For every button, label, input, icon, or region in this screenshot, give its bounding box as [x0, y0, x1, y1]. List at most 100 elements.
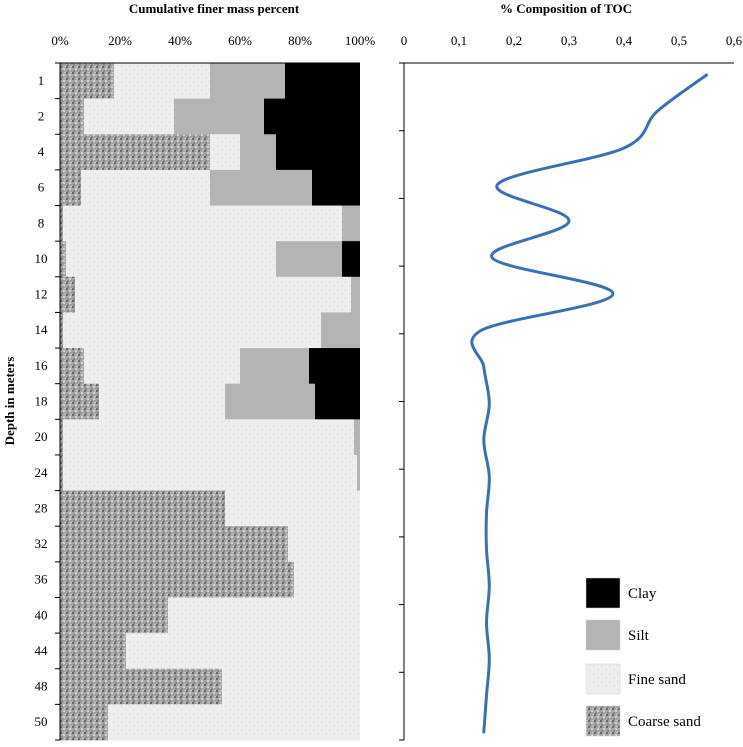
depth-tick-label: 28	[35, 500, 48, 515]
bar-coarse-depth-24	[60, 454, 63, 492]
bar-coarse-depth-8	[60, 205, 63, 242]
left-x-tick-label: 0%	[51, 33, 69, 48]
bar-fine-depth-10	[66, 241, 276, 278]
depth-tick-label: 2	[38, 108, 45, 123]
left-x-tick-label: 60%	[228, 33, 252, 48]
depth-tick-label: 14	[35, 322, 49, 337]
depth-tick-label: 4	[38, 144, 45, 159]
grain-size-chart: Cumulative finer mass percent 0% 20% 40% 60…	[2, 1, 375, 741]
bar-clay-depth-1	[285, 63, 360, 100]
bar-fine-depth-32	[288, 526, 360, 563]
right-x-tick-label: 0,1	[451, 33, 467, 48]
stacked-bars	[60, 63, 360, 741]
right-x-tick-label: 0,3	[561, 33, 577, 48]
bar-fine-depth-1	[114, 63, 210, 100]
bar-silt-depth-18	[225, 383, 315, 420]
bar-fine-depth-40	[168, 597, 360, 634]
bar-fine-depth-24	[63, 454, 357, 492]
legend-swatch-coarse	[585, 705, 621, 737]
bar-silt-depth-24	[357, 454, 360, 492]
bar-silt-depth-1	[210, 63, 285, 100]
bar-clay-depth-10	[342, 241, 360, 278]
depth-tick-label: 48	[35, 679, 48, 694]
bar-clay-depth-4	[276, 134, 360, 171]
legend: Clay Silt Fine sand Coarse sand	[585, 577, 701, 737]
legend-label-fine: Fine sand	[628, 672, 686, 688]
bar-silt-depth-16	[240, 348, 309, 385]
bar-fine-depth-2	[84, 98, 174, 135]
bar-silt-depth-10	[276, 241, 342, 278]
bar-coarse-depth-48	[60, 668, 222, 705]
bar-fine-depth-44	[126, 633, 360, 670]
toc-chart: % Composition of TOC 0 0,1 0,2 0,3 0,4 0,5 0,6	[399, 1, 743, 741]
depth-tick-label: 50	[35, 714, 48, 729]
legend-swatch-clay	[585, 577, 621, 609]
bar-silt-depth-8	[342, 205, 360, 242]
depth-tick-label: 36	[35, 572, 49, 587]
left-x-tick-label: 20%	[108, 33, 132, 48]
bar-coarse-depth-32	[60, 526, 288, 563]
bar-coarse-depth-16	[60, 348, 84, 385]
right-x-tick-label: 0	[401, 33, 408, 48]
bar-coarse-depth-6	[60, 169, 81, 207]
bar-clay-depth-6	[312, 169, 360, 207]
bar-coarse-depth-20	[60, 419, 63, 456]
right-x-tick-label: 0,4	[616, 33, 633, 48]
bar-fine-depth-50	[108, 704, 360, 741]
bar-coarse-depth-44	[60, 633, 126, 670]
depth-tick-label: 18	[35, 394, 48, 409]
depth-tick-label: 20	[35, 429, 48, 444]
depth-tick-label: 1	[38, 73, 45, 88]
bar-fine-depth-48	[222, 668, 360, 705]
bar-fine-depth-4	[210, 134, 240, 171]
bar-silt-depth-14	[321, 312, 360, 349]
left-chart-title: Cumulative finer mass percent	[129, 1, 300, 16]
depth-tick-label: 44	[35, 643, 49, 658]
legend-label-silt: Silt	[628, 628, 650, 644]
bar-coarse-depth-1	[60, 63, 114, 100]
bar-fine-depth-16	[84, 348, 240, 385]
bar-clay-depth-16	[309, 348, 360, 385]
depth-tick-label: 32	[35, 536, 48, 551]
left-x-tick-label: 80%	[288, 33, 312, 48]
legend-swatch-silt	[585, 619, 621, 651]
right-x-tick-label: 0,2	[506, 33, 522, 48]
right-chart-title: % Composition of TOC	[500, 1, 632, 16]
left-x-tick-label: 40%	[168, 33, 192, 48]
bar-fine-depth-6	[81, 169, 210, 207]
bar-fine-depth-20	[63, 419, 354, 456]
left-x-tick-labels: 0% 20% 40% 60% 80% 100%	[51, 33, 375, 48]
bar-silt-depth-4	[240, 134, 276, 171]
bar-fine-depth-36	[294, 561, 360, 598]
bar-silt-depth-20	[354, 419, 360, 456]
bar-fine-depth-12	[75, 276, 351, 313]
bar-silt-depth-6	[210, 169, 312, 207]
legend-swatch-fine	[585, 663, 621, 695]
bar-fine-depth-18	[99, 383, 225, 420]
depth-tick-label: 6	[38, 180, 45, 195]
bar-coarse-depth-10	[60, 241, 66, 278]
bar-silt-depth-12	[351, 276, 360, 313]
depth-tick-label: 24	[35, 465, 49, 480]
depth-tick-label: 40	[35, 607, 48, 622]
depth-tick-label: 10	[35, 251, 48, 266]
right-x-tick-labels: 0 0,1 0,2 0,3 0,4 0,5 0,6	[401, 33, 743, 48]
bar-clay-depth-2	[264, 98, 360, 135]
legend-label-clay: Clay	[628, 586, 657, 602]
bar-coarse-depth-14	[60, 312, 63, 349]
bar-coarse-depth-40	[60, 597, 168, 634]
right-x-tick-label: 0,6	[726, 33, 743, 48]
bar-coarse-depth-12	[60, 276, 75, 313]
right-x-tick-label: 0,5	[671, 33, 687, 48]
legend-label-coarse: Coarse sand	[628, 714, 701, 730]
bar-coarse-depth-4	[60, 134, 210, 171]
depth-tick-label: 12	[35, 287, 48, 302]
bar-fine-depth-28	[225, 490, 360, 527]
bar-coarse-depth-2	[60, 98, 84, 135]
bar-coarse-depth-28	[60, 490, 225, 527]
y-axis-label: Depth in meters	[2, 357, 17, 446]
bar-fine-depth-8	[63, 205, 342, 242]
bar-clay-depth-18	[315, 383, 360, 420]
